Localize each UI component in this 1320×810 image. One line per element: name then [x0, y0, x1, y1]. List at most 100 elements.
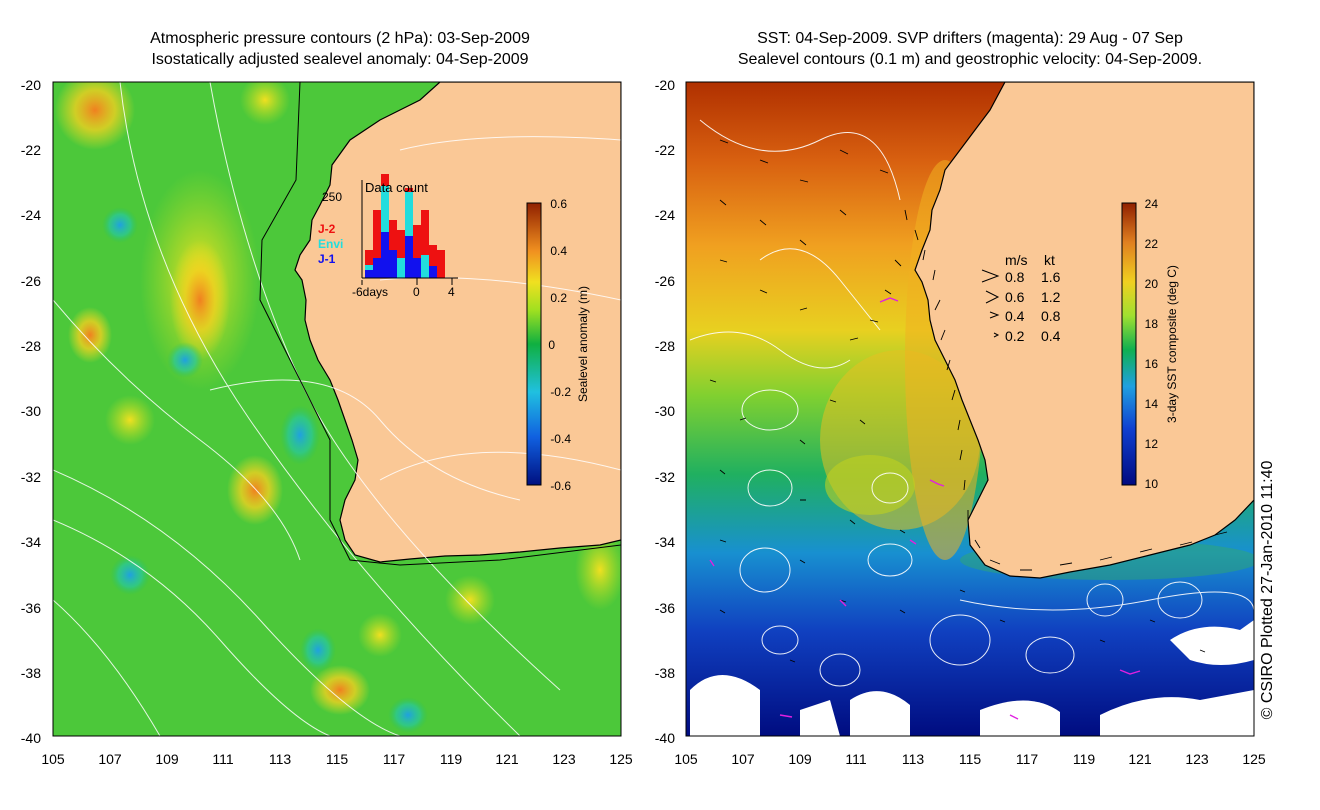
left-map-frame — [52, 81, 622, 737]
legend-arrow — [981, 269, 1000, 283]
geostrophic-vectors — [709, 139, 1228, 663]
y-tick: -34 — [655, 534, 675, 550]
inset-x-label: 0 — [413, 285, 420, 299]
legend-header-ms: m/s — [1005, 252, 1028, 268]
x-tick: 105 — [674, 751, 698, 767]
y-tick: -22 — [655, 142, 675, 158]
legend-kt: 0.8 — [1041, 308, 1061, 324]
x-tick: 115 — [959, 751, 982, 767]
sla-tick: -0.2 — [550, 385, 571, 399]
left-title-line2: Isostatically adjusted sealevel anomaly:… — [151, 51, 529, 68]
legend-kt: 1.6 — [1041, 269, 1061, 285]
inset-bar — [405, 236, 413, 278]
x-tick: 121 — [1128, 751, 1152, 767]
sla-colorbar: 0.6 0.4 0.2 0 -0.2 -0.4 -0.6 Sealevel an… — [526, 197, 590, 493]
sst-tick: 12 — [1145, 437, 1159, 451]
inset-bar — [421, 210, 429, 278]
y-tick: -34 — [21, 534, 41, 550]
y-tick: -36 — [655, 600, 675, 616]
inset-bar — [373, 258, 381, 278]
velocity-legend: m/s kt 0.8 1.6 0.6 1.2 0.4 0.8 0.2 0.4 — [981, 252, 1061, 344]
x-tick: 121 — [495, 751, 519, 767]
inset-bar — [365, 250, 373, 278]
y-tick: -20 — [21, 77, 41, 93]
y-tick: -22 — [21, 142, 41, 158]
sla-tick: 0 — [548, 338, 555, 352]
legend-j1: J-1 — [318, 252, 336, 266]
inset-bar — [381, 232, 389, 278]
sst-tick: 10 — [1145, 477, 1159, 491]
sst-tick: 24 — [1145, 197, 1159, 211]
x-tick: 111 — [212, 751, 233, 767]
y-tick: -32 — [21, 469, 41, 485]
sst-colorbar: 24 22 20 18 16 14 12 10 3-day SST compos… — [1121, 197, 1179, 491]
y-tick: -26 — [21, 273, 41, 289]
inset-bar — [429, 266, 437, 278]
x-tick: 109 — [155, 751, 179, 767]
inset-y-label: 250 — [322, 190, 342, 204]
y-tick: -24 — [655, 207, 675, 223]
inset-bar — [397, 258, 405, 278]
right-map — [686, 82, 1254, 736]
inset-bar — [437, 250, 445, 278]
sst-tick: 20 — [1145, 277, 1159, 291]
y-tick: -30 — [21, 403, 41, 419]
x-tick: 109 — [788, 751, 812, 767]
left-title-line1: Atmospheric pressure contours (2 hPa): 0… — [150, 30, 530, 47]
legend-arrow — [993, 332, 1000, 338]
inset-bar — [389, 220, 397, 278]
y-tick: -38 — [655, 665, 675, 681]
right-title-line2: Sealevel contours (0.1 m) and geostrophi… — [737, 51, 1203, 68]
sealevel-contours — [689, 119, 1254, 687]
inset-x-label: 4 — [448, 285, 455, 299]
sla-tick: -0.4 — [550, 432, 571, 446]
x-tick: 117 — [1016, 751, 1039, 767]
y-tick: -40 — [21, 730, 41, 746]
x-tick: 125 — [609, 751, 633, 767]
legend-arrow — [985, 290, 1000, 304]
sla-colorbar-label: Sealevel anomaly (m) — [576, 286, 590, 402]
sla-tick: 0.2 — [550, 291, 567, 305]
left-shelf-contour — [259, 82, 621, 566]
legend-ms: 0.8 — [1005, 269, 1025, 285]
sst-tick: 14 — [1145, 397, 1159, 411]
y-tick: -24 — [21, 207, 41, 223]
inset-title: Data count — [365, 180, 428, 195]
sst-tick: 18 — [1145, 317, 1159, 331]
legend-header-kt: kt — [1044, 252, 1055, 268]
inset-bar — [389, 250, 397, 278]
right-map-frame — [685, 81, 1255, 737]
sla-tick: 0.6 — [550, 197, 567, 211]
inset-bar — [365, 270, 373, 278]
x-tick: 107 — [731, 751, 755, 767]
data-count-inset: Data count 250 -6days 0 4 J-2 Envi J-1 — [318, 174, 458, 299]
cloud-gaps — [690, 620, 1254, 736]
inset-bar — [413, 258, 421, 278]
right-x-axis: 105 107 109 111 113 115 117 119 121 123 … — [674, 751, 1266, 767]
inset-bar — [397, 230, 405, 278]
y-tick: -36 — [21, 600, 41, 616]
inset-bar — [373, 210, 381, 278]
legend-envi: Envi — [318, 237, 343, 251]
x-tick: 123 — [552, 751, 576, 767]
inset-bar — [421, 255, 429, 278]
x-tick: 111 — [845, 751, 866, 767]
legend-ms: 0.2 — [1005, 328, 1025, 344]
right-land — [914, 82, 1254, 579]
y-tick: -30 — [655, 403, 675, 419]
x-tick: 117 — [383, 751, 406, 767]
x-tick: 119 — [440, 751, 463, 767]
x-tick: 113 — [902, 751, 925, 767]
sla-tick: -0.6 — [550, 479, 571, 493]
legend-ms: 0.6 — [1005, 289, 1025, 305]
right-y-axis: -20 -22 -24 -26 -28 -30 -32 -34 -36 -38 … — [655, 77, 675, 746]
x-tick: 113 — [269, 751, 292, 767]
legend-kt: 0.4 — [1041, 328, 1061, 344]
legend-kt: 1.2 — [1041, 289, 1061, 305]
sst-tick: 22 — [1145, 237, 1159, 251]
y-tick: -28 — [655, 338, 675, 354]
svp-drifter-tracks — [709, 297, 1141, 720]
sst-colorbar-label: 3-day SST composite (deg C) — [1165, 265, 1179, 423]
y-tick: -40 — [655, 730, 675, 746]
